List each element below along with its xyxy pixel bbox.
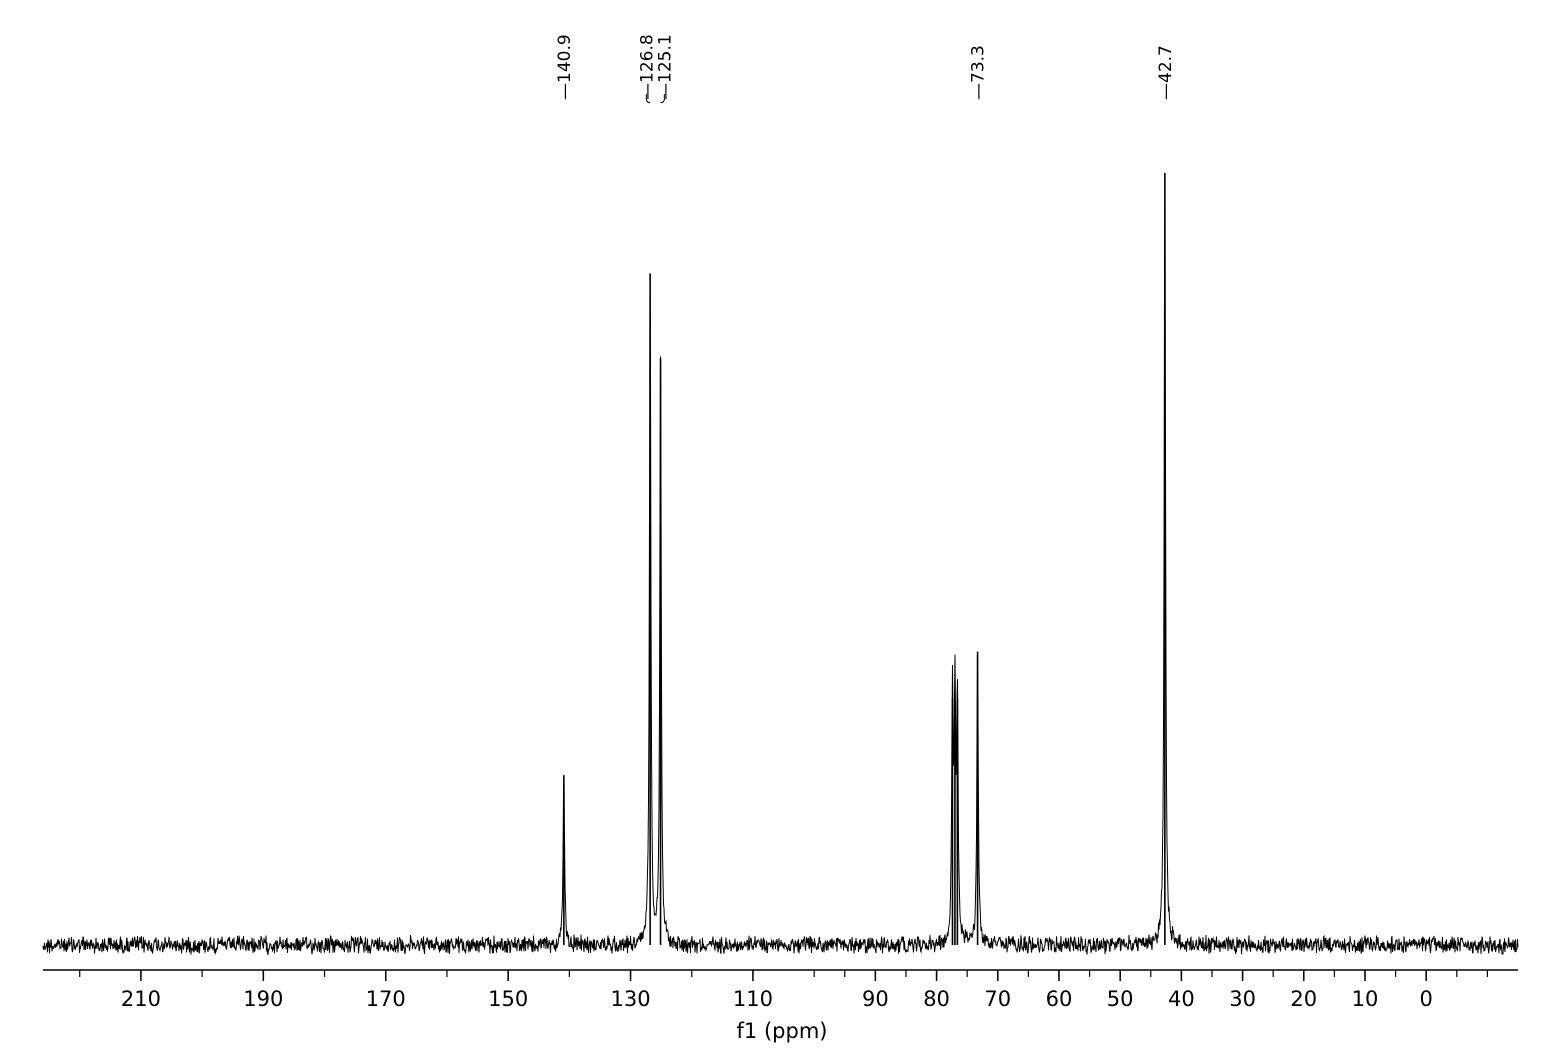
x-tick-label: 130	[611, 987, 651, 1011]
x-tick-label: 20	[1290, 987, 1317, 1011]
peak-label-connector	[645, 94, 651, 104]
x-axis-title: f1 (ppm)	[737, 1019, 828, 1043]
x-tick-label: 10	[1352, 987, 1379, 1011]
peak-label-connector	[660, 94, 665, 104]
x-tick-label: 190	[243, 987, 283, 1011]
x-tick-label: 150	[488, 987, 528, 1011]
peak-label: —42.7	[1156, 45, 1176, 100]
peak-label: —140.9	[555, 34, 575, 100]
peak-label-group: —140.9 —126.8—125.1 —73.3 —42.7	[555, 34, 1176, 104]
x-tick-label: 170	[366, 987, 406, 1011]
x-tick-label: 70	[984, 987, 1011, 1011]
x-tick-label: 50	[1107, 987, 1134, 1011]
peak-label: —126.8	[637, 34, 657, 100]
x-axis-ticks: 210 190 170 150 130 110 90 80 70 60 50 40 30 20 10 0	[79, 970, 1488, 1011]
x-tick-label: 90	[862, 987, 889, 1011]
x-tick-label: 60	[1046, 987, 1073, 1011]
x-tick-label: 40	[1168, 987, 1195, 1011]
peak-label: —73.3	[969, 45, 989, 100]
x-tick-label: 30	[1229, 987, 1256, 1011]
spectrum-trace	[42, 193, 1519, 956]
x-tick-label: 0	[1420, 987, 1433, 1011]
x-tick-label: 210	[121, 987, 161, 1011]
spectrum-trace-group	[42, 173, 1519, 956]
x-tick-label: 110	[733, 987, 773, 1011]
peak-label: —125.1	[655, 34, 675, 100]
x-tick-label: 80	[923, 987, 950, 1011]
